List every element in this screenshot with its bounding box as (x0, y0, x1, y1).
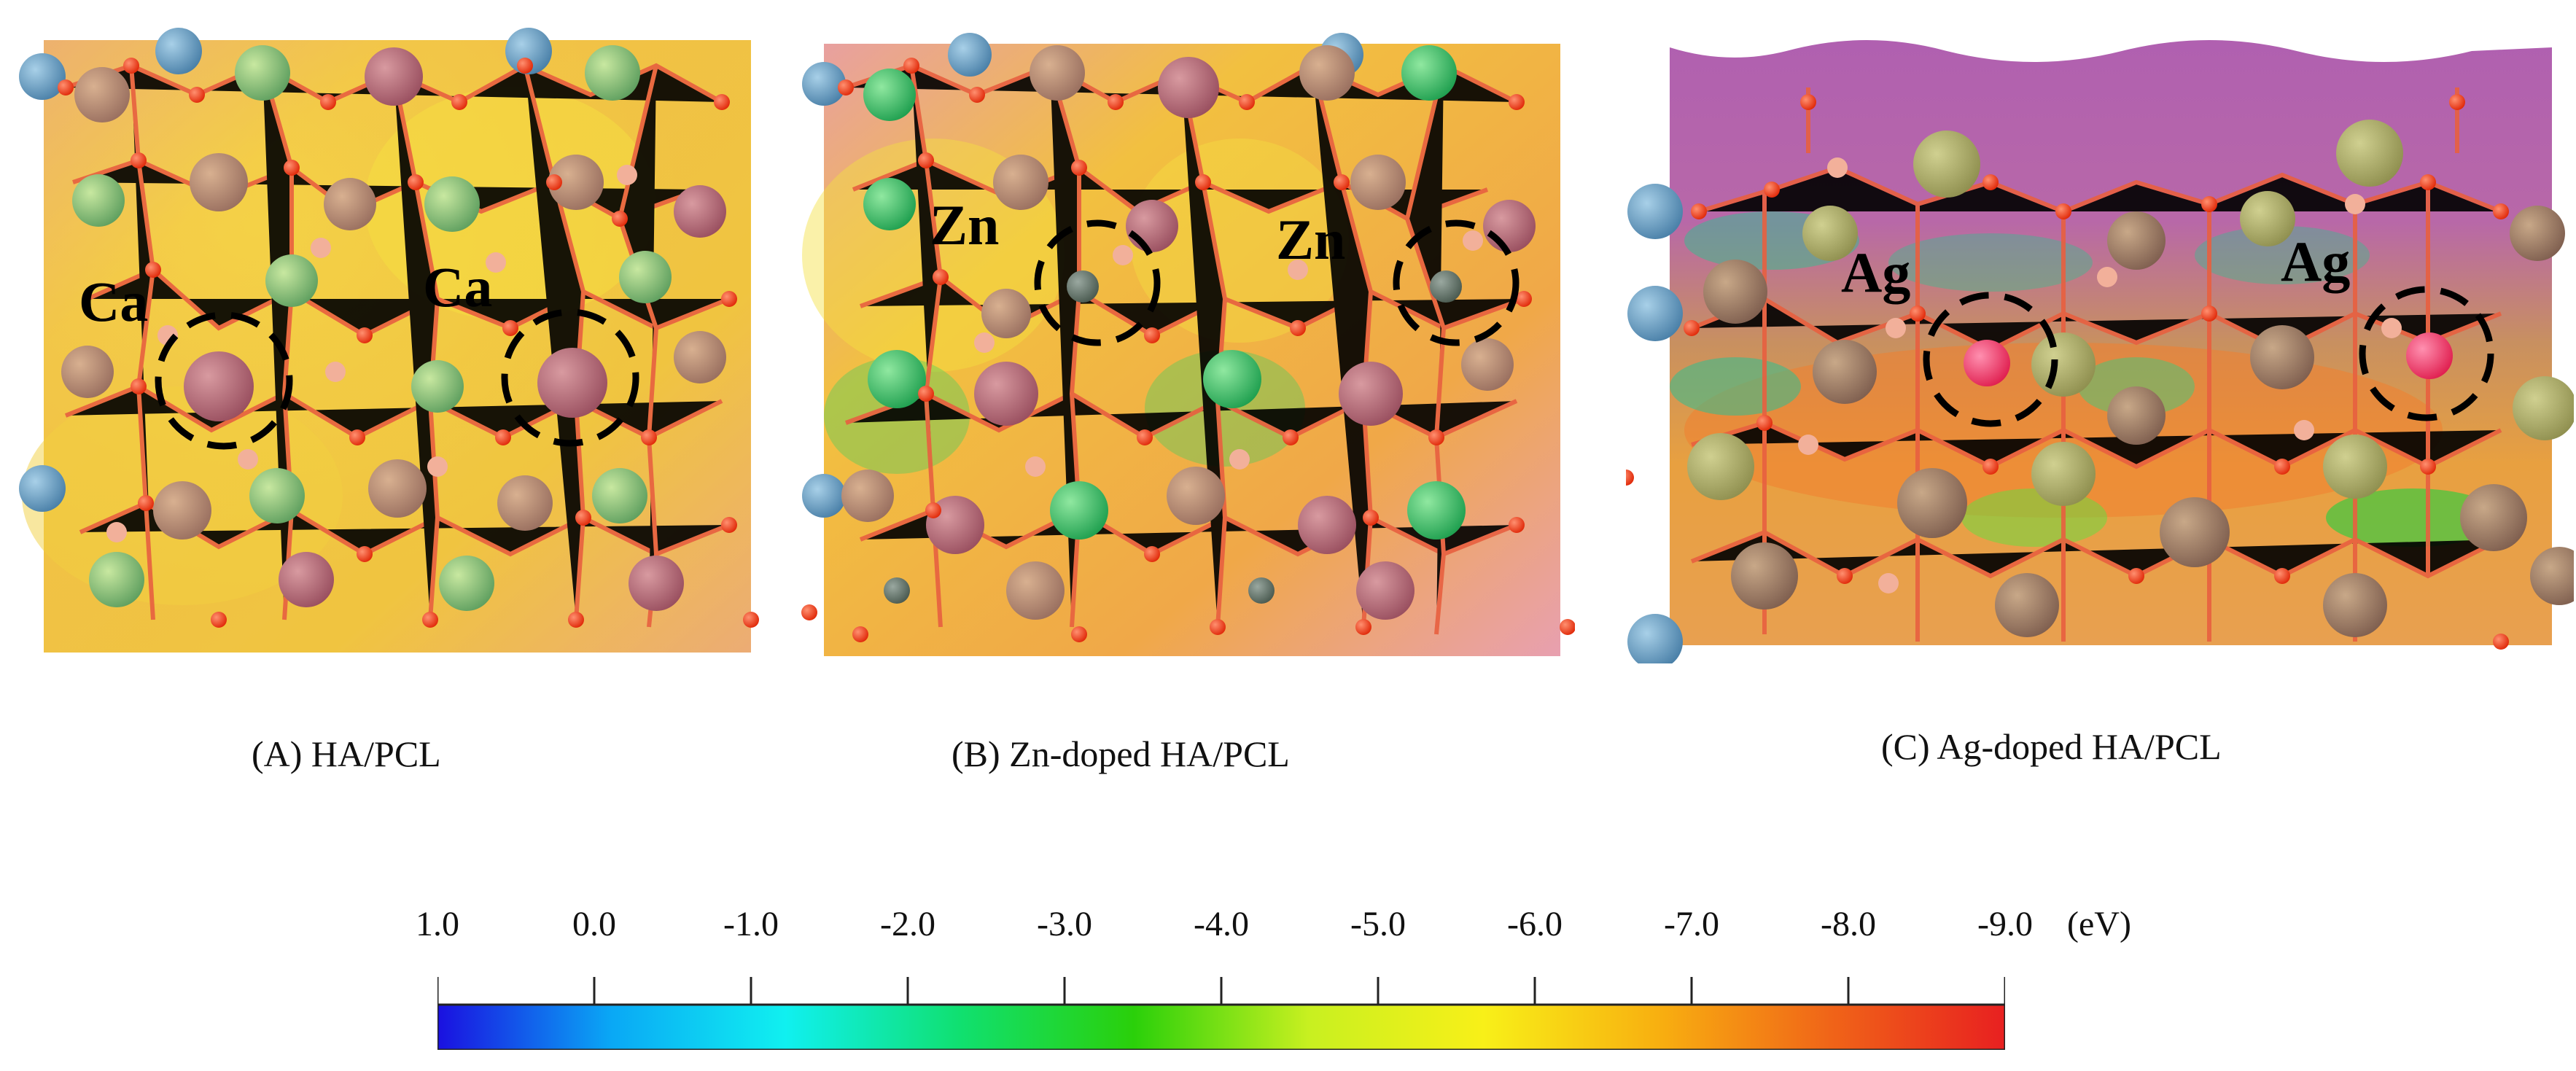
highlight-ring-a-left (155, 311, 293, 450)
colorbar-tick-label: -3.0 (1037, 905, 1092, 943)
caption-panel-b: (B) Zn-doped HA/PCL (952, 733, 1290, 774)
element-label-a-right: Ca (423, 255, 492, 319)
zn-atom-right (1430, 270, 1462, 303)
element-label-b-left: Zn (930, 193, 999, 257)
colorbar-tick-label: -6.0 (1507, 905, 1563, 943)
highlight-ring-b-left (1034, 219, 1161, 346)
ag-atom-right (2406, 332, 2453, 379)
highlight-ring-b-right (1393, 219, 1519, 346)
colorbar-tick-label: 1.0 (416, 905, 459, 943)
panel-c-structure: Ag Ag (1626, 40, 2574, 663)
element-label-c-right: Ag (2281, 230, 2350, 293)
colorbar-tick-label: -7.0 (1664, 905, 1719, 943)
zn-atom-left (1067, 270, 1099, 303)
colorbar-tick-label: -4.0 (1194, 905, 1249, 943)
colorbar-unit-label: (eV) (2067, 905, 2131, 943)
panel-b-structure: Zn Zn (801, 33, 1575, 656)
caption-panel-c: (C) Ag-doped HA/PCL (1881, 726, 2222, 767)
colorbar-tick-label: -5.0 (1350, 905, 1406, 943)
caption-panel-a: (A) HA/PCL (252, 733, 441, 774)
colorbar (436, 977, 2007, 1051)
ag-atom-left (1964, 340, 2010, 386)
panel-b-zn-doped: Zn Zn (787, 22, 1575, 663)
colorbar-tick-label: -8.0 (1821, 905, 1876, 943)
panel-c-ag-doped: Ag Ag (1626, 22, 2574, 663)
element-label-a-left: Ca (79, 270, 148, 333)
element-label-c-left: Ag (1841, 241, 1910, 304)
highlight-ring-a-right (501, 308, 639, 447)
highlight-ring-c-left (1923, 292, 2058, 427)
highlight-ring-c-right (2359, 286, 2494, 421)
colorbar-gradient (436, 1003, 2007, 1051)
panel-a-ha-pcl: Ca Ca (0, 22, 773, 663)
colorbar-tick-label: -9.0 (1977, 905, 2033, 943)
colorbar-tick-label: -1.0 (723, 905, 779, 943)
panel-a-structure: Ca Ca (19, 28, 759, 653)
colorbar-tick-label: -2.0 (880, 905, 935, 943)
colorbar-svg (436, 977, 2007, 1051)
element-label-b-right: Zn (1276, 208, 1345, 271)
colorbar-tick-label: 0.0 (572, 905, 616, 943)
